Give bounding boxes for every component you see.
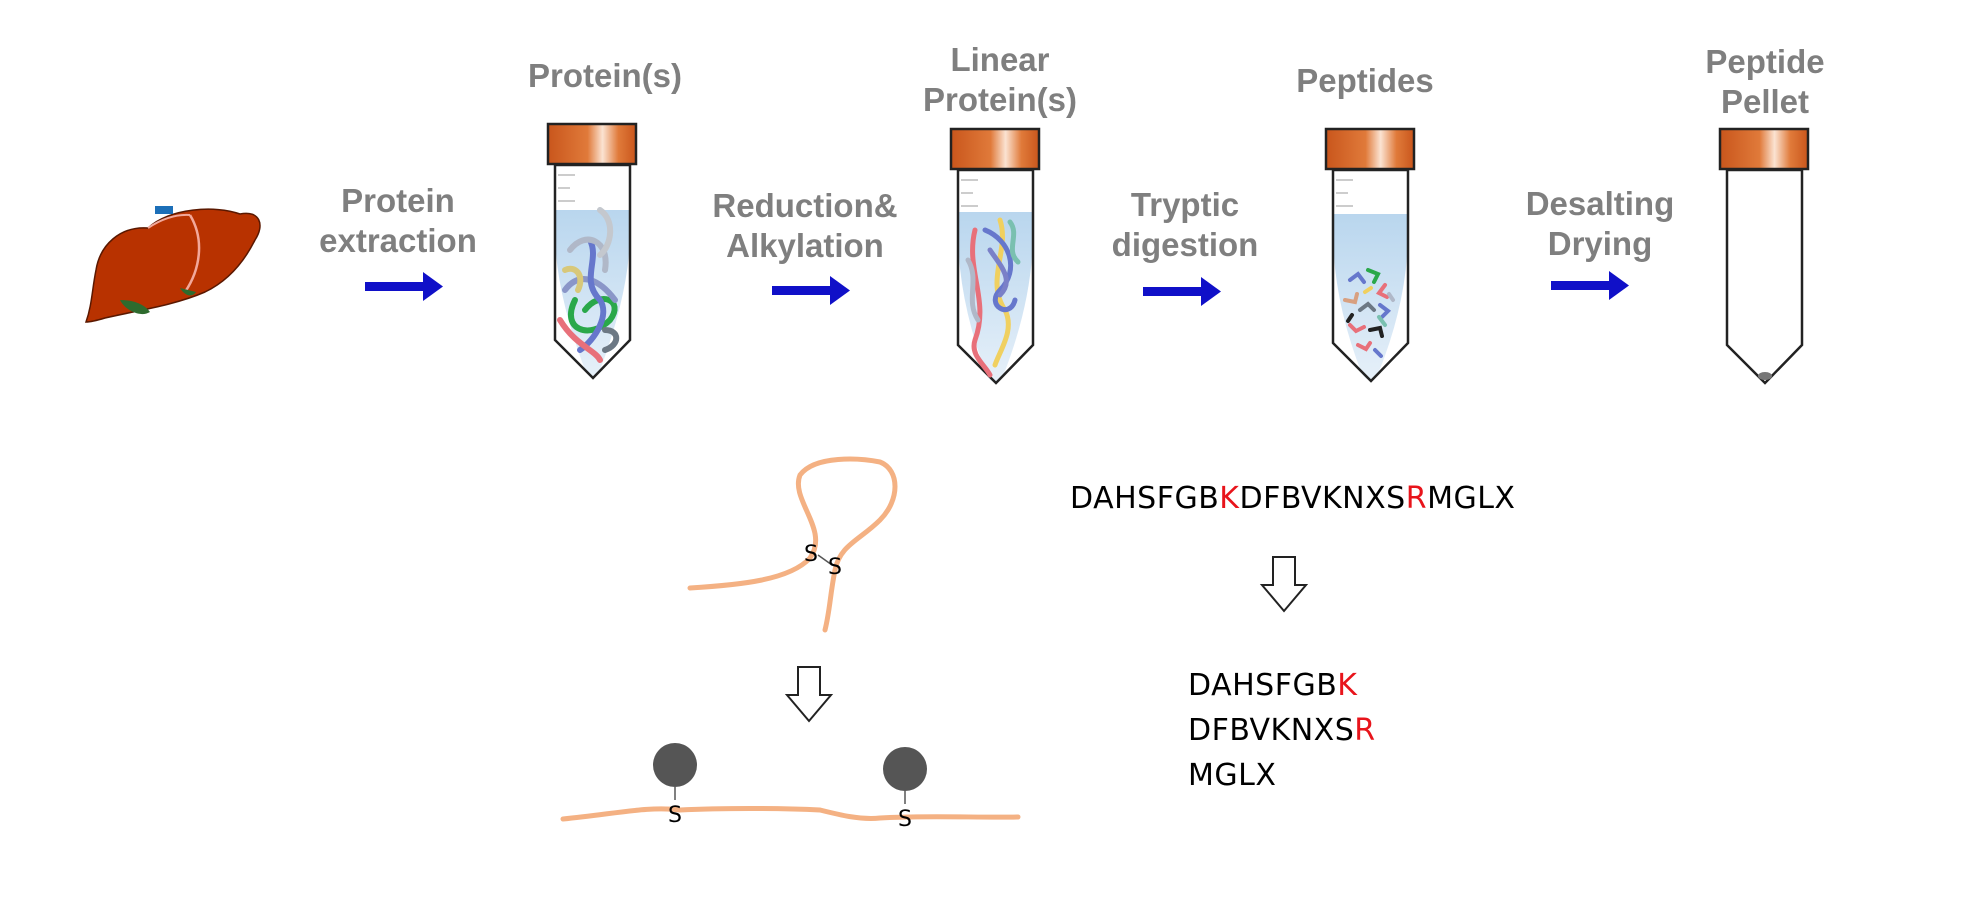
cleavage-site-r: R [1405, 481, 1428, 516]
peptide-fragment-1: DAHSFGBK [1188, 668, 1357, 703]
step-label-line: Alkylation [726, 227, 884, 264]
tube-pellet-icon [1718, 127, 1810, 385]
sulfur-label: S [828, 555, 842, 580]
step-label-line: Tryptic [1130, 186, 1240, 223]
fragment-body: MGLX [1188, 758, 1277, 793]
tube-label-line: Protein(s) [922, 81, 1077, 118]
arrow-desalting-icon [1551, 271, 1629, 300]
down-arrow-reduction-icon [784, 666, 834, 723]
tube-label-line: Peptides [1296, 62, 1434, 99]
full-sequence: DAHSFGBKDFBVKNXSRMGLX [1070, 481, 1515, 516]
alkylated-chain-icon: S S [560, 743, 1021, 832]
tube-label-proteins: Protein(s) [490, 56, 720, 96]
step-label-line: digestion [1111, 226, 1259, 263]
step-label-line: extraction [319, 222, 477, 259]
step-label-digestion: Tryptic digestion [1085, 185, 1285, 265]
tube-label-pellet: Peptide Pellet [1665, 42, 1865, 122]
tube-label-line: Pellet [1720, 83, 1810, 120]
step-label-line: Reduction& [712, 187, 898, 224]
arrow-reduction-icon [772, 276, 850, 305]
tube-proteins-icon [546, 122, 638, 380]
tube-linear-icon [949, 127, 1041, 385]
fragment-body: DAHSFGB [1188, 668, 1338, 703]
fragment-body: DFBVKNXS [1188, 713, 1355, 748]
fragment-site: R [1354, 713, 1376, 748]
peptide-fragment-2: DFBVKNXSR [1188, 713, 1376, 748]
step-label-line: Protein [341, 182, 455, 219]
sulfur-label: S [668, 803, 682, 828]
sequence-segment: DFBVKNXS [1239, 481, 1406, 516]
step-label-line: Desalting [1525, 185, 1675, 222]
tube-label-line: Peptide [1705, 43, 1825, 80]
fragment-site: K [1337, 668, 1358, 703]
disulfide-loop-icon: S S [687, 456, 898, 633]
step-label-extraction: Protein extraction [298, 181, 498, 261]
tube-peptides-icon [1324, 127, 1416, 383]
sequence-segment: DAHSFGB [1070, 481, 1220, 516]
peptide-fragment-3: MGLX [1188, 758, 1276, 793]
tube-label-linear: Linear Protein(s) [880, 40, 1120, 120]
down-arrow-digestion-icon [1259, 556, 1309, 613]
tube-label-peptides: Peptides [1265, 61, 1465, 101]
tube-label-line: Linear [950, 41, 1050, 78]
tube-label-line: Protein(s) [527, 57, 682, 94]
sequence-segment: MGLX [1427, 481, 1516, 516]
arrow-digestion-icon [1143, 277, 1221, 306]
step-label-desalting: Desalting Drying [1500, 184, 1700, 264]
cleavage-site-k: K [1219, 481, 1240, 516]
step-label-line: Drying [1547, 225, 1653, 262]
liver-icon [84, 206, 261, 323]
sulfur-label: S [804, 542, 818, 567]
step-label-reduction: Reduction& Alkylation [690, 186, 920, 266]
arrow-extraction-icon [365, 272, 443, 301]
sulfur-label: S [898, 807, 912, 832]
